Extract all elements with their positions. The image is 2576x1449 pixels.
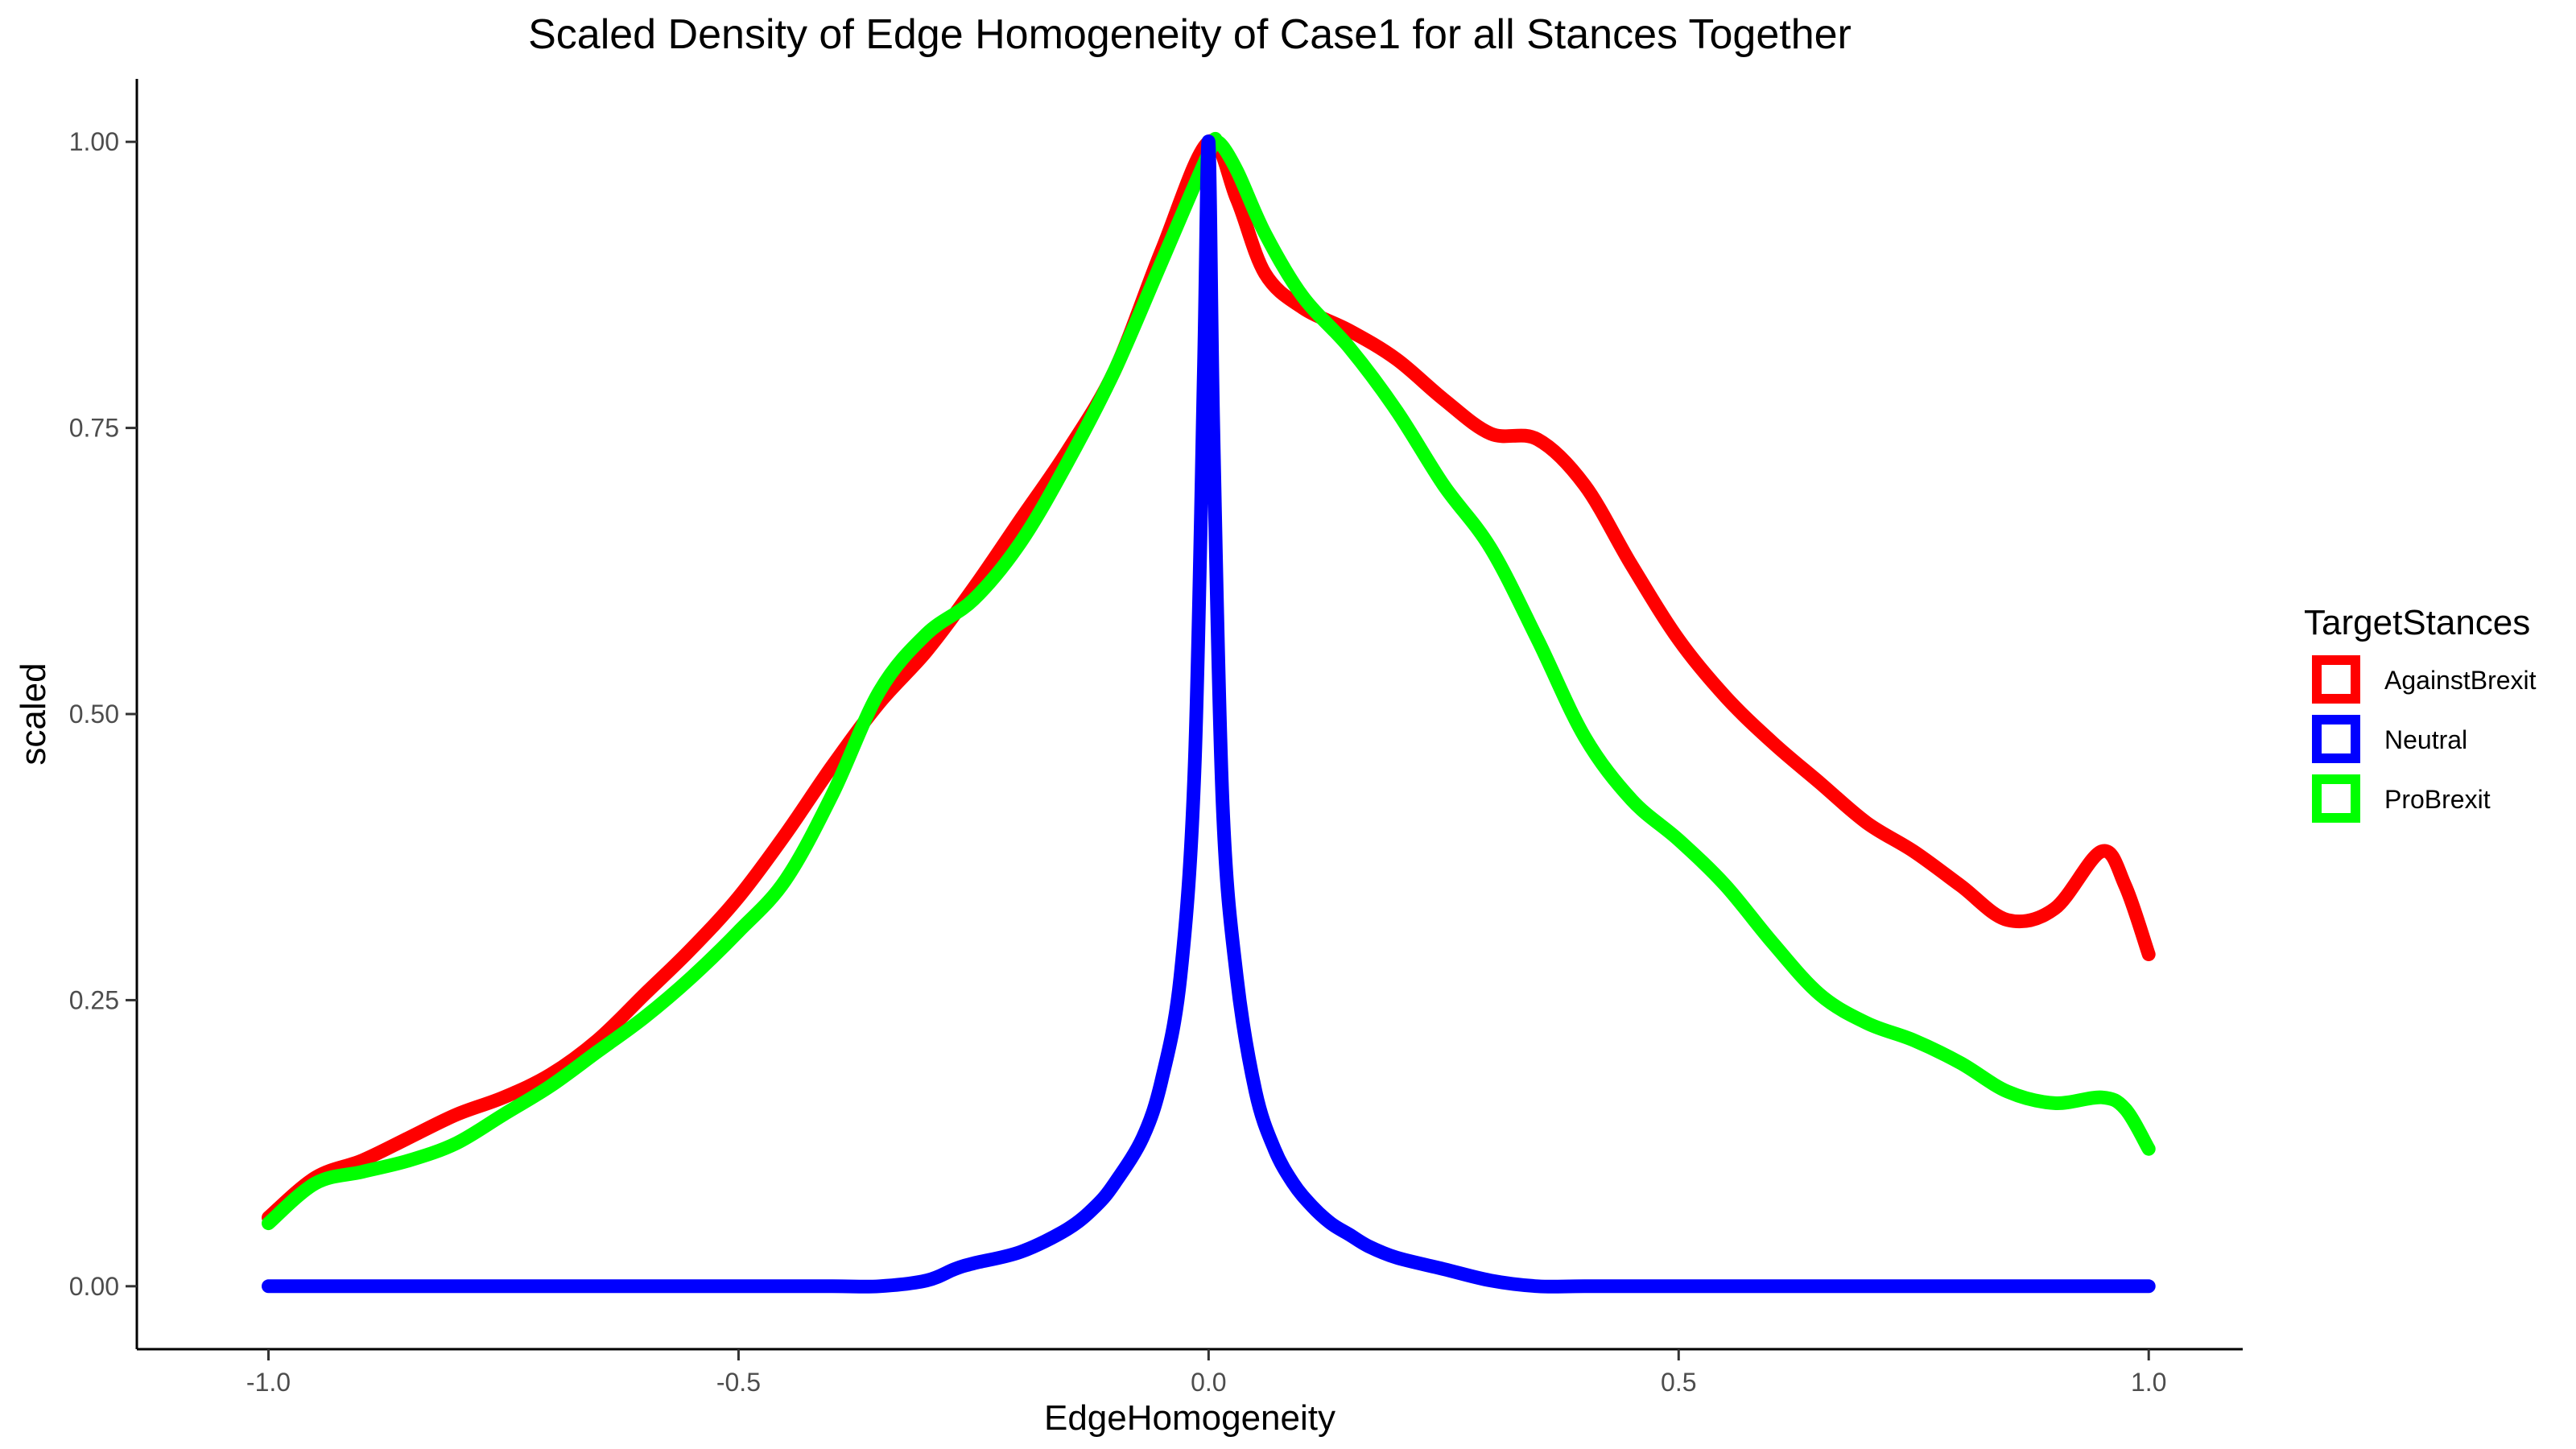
y-tick-label: 0.75 xyxy=(69,414,119,443)
legend-label: Neutral xyxy=(2384,725,2467,754)
series-line-probrexit xyxy=(262,132,2156,1231)
axes: -1.0 -0.5 0.0 0.5 1.0 0.00 0.25 0.50 0.75 1.00 xyxy=(69,79,2243,1397)
y-axis-ticks: 0.00 0.25 0.50 0.75 1.00 xyxy=(69,127,137,1301)
y-tick-label: 0.25 xyxy=(69,985,119,1014)
legend-title: TargetStances xyxy=(2304,603,2530,642)
legend-item-againstbrexit: AgainstBrexit xyxy=(2312,655,2537,704)
series-line-neutral xyxy=(262,134,2156,1294)
y-tick-label: 0.00 xyxy=(69,1272,119,1301)
x-tick-label: 1.0 xyxy=(2131,1368,2166,1397)
legend-key xyxy=(2312,715,2360,763)
legend-label: ProBrexit xyxy=(2384,785,2491,814)
x-tick-label: -1.0 xyxy=(246,1368,291,1397)
legend-key xyxy=(2312,774,2360,823)
y-tick-label: 0.50 xyxy=(69,700,119,729)
legend-items: AgainstBrexit Neutral ProBrexit xyxy=(2312,655,2537,823)
chart-title: Scaled Density of Edge Homogeneity of Ca… xyxy=(528,11,1852,58)
x-tick-label: 0.5 xyxy=(1661,1368,1696,1397)
y-tick-label: 1.00 xyxy=(69,127,119,156)
x-axis-ticks: -1.0 -0.5 0.0 0.5 1.0 xyxy=(246,1349,2166,1397)
plot-area xyxy=(262,132,2156,1294)
x-tick-label: -0.5 xyxy=(716,1368,761,1397)
x-axis-title: EdgeHomogeneity xyxy=(1044,1398,1335,1438)
x-tick-label: 0.0 xyxy=(1191,1368,1226,1397)
legend-item-probrexit: ProBrexit xyxy=(2312,774,2491,823)
legend-item-neutral: Neutral xyxy=(2312,715,2467,763)
legend: TargetStances AgainstBrexit Neutral ProBre… xyxy=(2304,603,2537,823)
legend-key xyxy=(2312,655,2360,704)
y-axis-title: scaled xyxy=(14,663,53,765)
legend-label: AgainstBrexit xyxy=(2384,666,2537,695)
